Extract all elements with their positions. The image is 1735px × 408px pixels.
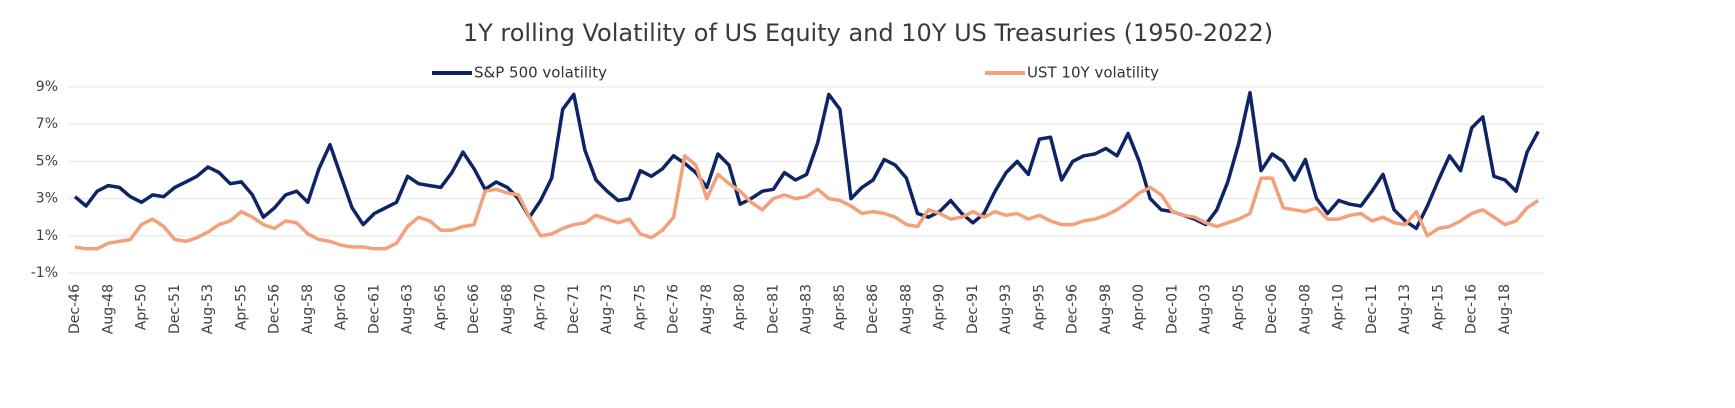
- x-tick-label: Aug-73: [599, 284, 615, 334]
- x-tick-label: Dec-01: [1164, 284, 1180, 334]
- x-tick-label: Apr-85: [832, 284, 848, 330]
- x-tick-label: Dec-66: [466, 284, 482, 334]
- x-tick-label: Dec-76: [666, 284, 682, 334]
- x-tick-label: Apr-70: [533, 284, 549, 330]
- x-tick-label: Apr-65: [433, 284, 449, 330]
- x-tick-label: Aug-83: [799, 284, 815, 334]
- x-tick-label: Dec-56: [267, 284, 283, 334]
- x-tick-label: Dec-51: [167, 284, 183, 334]
- x-tick-label: Dec-91: [965, 284, 981, 334]
- x-tick-label: Apr-15: [1430, 284, 1446, 330]
- x-tick-label: Dec-06: [1264, 284, 1280, 334]
- x-tick-label: Aug-93: [998, 284, 1014, 334]
- x-tick-label: Apr-80: [732, 284, 748, 330]
- x-tick-label: Dec-16: [1464, 284, 1480, 334]
- legend-label: UST 10Y volatility: [1027, 64, 1159, 82]
- x-tick-label: Apr-75: [632, 284, 648, 330]
- x-tick-label: Aug-58: [300, 284, 316, 334]
- x-tick-label: Aug-13: [1397, 284, 1413, 334]
- y-tick-label: -1%: [31, 265, 58, 281]
- x-tick-label: Dec-71: [566, 284, 582, 334]
- line-series: [73, 90, 1540, 231]
- x-tick-label: Apr-95: [1031, 284, 1047, 330]
- x-tick-label: Dec-81: [765, 284, 781, 334]
- x-tick-label: Aug-48: [100, 284, 116, 334]
- line-series: [74, 154, 1540, 251]
- y-tick-label: 5%: [36, 153, 58, 169]
- x-tick-label: Apr-50: [134, 284, 150, 330]
- x-tick-label: Dec-61: [366, 284, 382, 334]
- x-tick-label: Aug-53: [200, 284, 216, 334]
- chart-title: 1Y rolling Volatility of US Equity and 1…: [463, 19, 1273, 47]
- x-tick-label: Aug-98: [1098, 284, 1114, 334]
- x-tick-label: Apr-00: [1131, 284, 1147, 330]
- x-tick-label: Apr-05: [1231, 284, 1247, 330]
- x-tick-label: Apr-90: [932, 284, 948, 330]
- x-tick-label: Dec-11: [1364, 284, 1380, 334]
- y-tick-label: 7%: [36, 116, 58, 132]
- x-tick-label: Apr-60: [333, 284, 349, 330]
- y-tick-label: 9%: [36, 79, 58, 95]
- x-tick-label: Dec-86: [865, 284, 881, 334]
- x-tick-label: Dec-96: [1065, 284, 1081, 334]
- legend-label: S&P 500 volatility: [474, 64, 607, 82]
- x-tick-label: Aug-03: [1198, 284, 1214, 334]
- x-tick-label: Apr-55: [233, 284, 249, 330]
- x-tick-label: Dec-46: [67, 284, 83, 334]
- y-tick-label: 3%: [36, 191, 58, 207]
- x-tick-label: Aug-08: [1297, 284, 1313, 334]
- y-tick-label: 1%: [36, 228, 58, 244]
- x-tick-label: Aug-78: [699, 284, 715, 334]
- x-tick-label: Aug-18: [1497, 284, 1513, 334]
- x-tick-label: Aug-63: [400, 284, 416, 334]
- x-tick-label: Aug-68: [499, 284, 515, 334]
- x-tick-label: Apr-10: [1331, 284, 1347, 330]
- x-tick-label: Aug-88: [898, 284, 914, 334]
